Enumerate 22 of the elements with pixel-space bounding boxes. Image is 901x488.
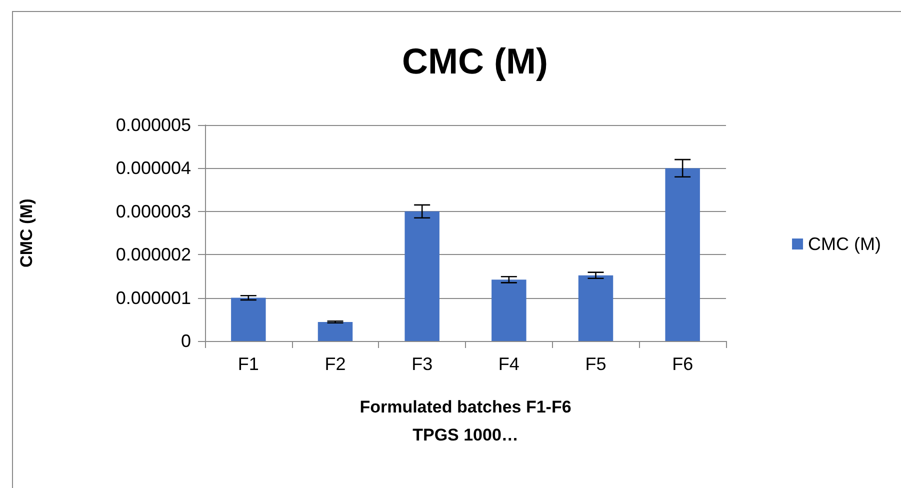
x-tick-label: F1	[238, 354, 259, 374]
x-tick-label: F3	[412, 354, 433, 374]
x-tick-label: F5	[585, 354, 606, 374]
bar	[578, 275, 614, 341]
y-axis-title: CMC (M)	[17, 198, 36, 268]
y-tick-label: 0.000003	[116, 201, 191, 222]
x-tick-label: F2	[324, 354, 346, 374]
y-tick-label: 0.000005	[116, 115, 191, 135]
x-tick-label: F4	[498, 354, 520, 374]
y-tick-label: 0	[180, 331, 191, 351]
bar	[665, 168, 700, 341]
chart-title: CMC (M)	[402, 40, 548, 82]
legend-label: CMC (M)	[808, 234, 882, 254]
y-tick-label: 0.000004	[116, 158, 191, 178]
y-tick-label: 0.000001	[116, 288, 191, 308]
bar	[318, 322, 353, 341]
x-axis-title: Formulated batches F1-F6 TPGS 1000…	[360, 398, 572, 444]
bar	[231, 298, 266, 341]
x-tick-label: F6	[672, 354, 694, 374]
bar	[492, 280, 526, 341]
bar	[404, 211, 440, 341]
y-tick-label: 0.000002	[116, 244, 191, 265]
